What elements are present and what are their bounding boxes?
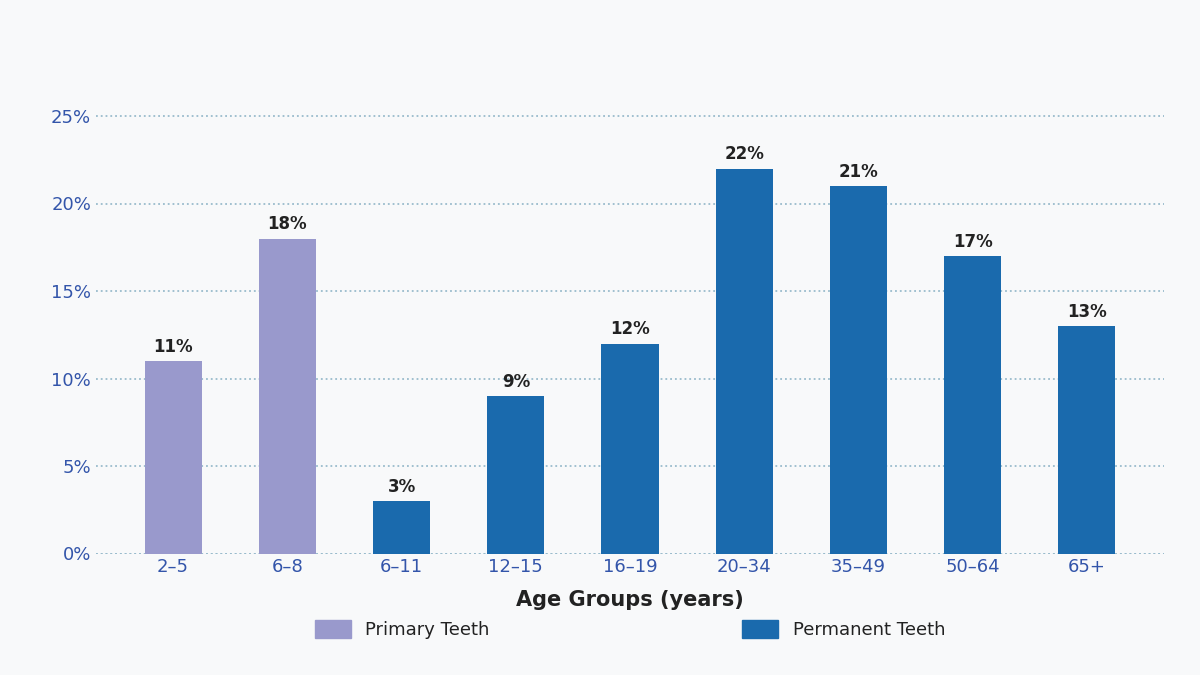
Bar <box>373 501 430 554</box>
Text: 9%: 9% <box>502 373 530 391</box>
Bar <box>487 396 545 554</box>
Text: 21%: 21% <box>839 163 878 181</box>
Text: 11%: 11% <box>154 338 193 356</box>
Bar <box>1058 326 1116 554</box>
Bar <box>715 169 773 554</box>
Bar <box>601 344 659 554</box>
Bar <box>944 256 1001 554</box>
Text: 13%: 13% <box>1067 303 1106 321</box>
Legend: Primary Teeth, Permanent Teeth: Primary Teeth, Permanent Teeth <box>314 620 946 639</box>
X-axis label: Age Groups (years): Age Groups (years) <box>516 590 744 610</box>
Bar <box>830 186 887 554</box>
Text: 12%: 12% <box>610 320 650 338</box>
Text: 17%: 17% <box>953 233 992 250</box>
Text: 22%: 22% <box>725 145 764 163</box>
Bar <box>259 238 316 554</box>
Text: 3%: 3% <box>388 478 415 495</box>
Bar <box>144 361 202 554</box>
Text: 18%: 18% <box>268 215 307 234</box>
